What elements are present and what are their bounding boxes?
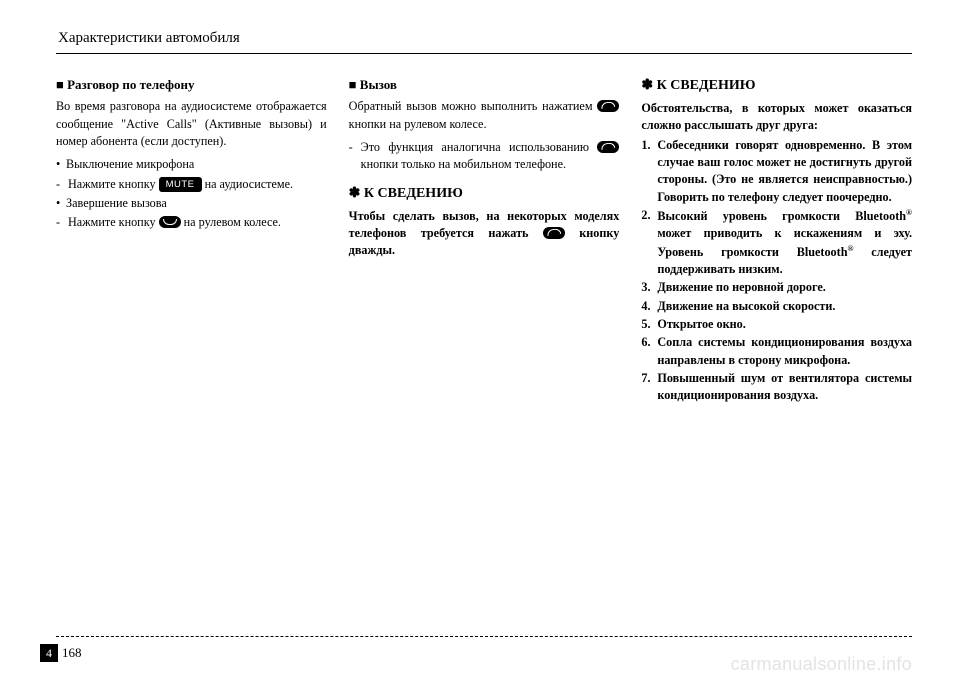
page-number-value: 168 bbox=[62, 645, 82, 660]
call-phone-icon bbox=[597, 100, 619, 112]
dash-text: Это функция аналогична использованию кно… bbox=[361, 139, 620, 174]
item-text: Высокий уровень громкости Bluetooth® мож… bbox=[657, 207, 912, 278]
col1-intro: Во время разговора на аудиосистеме отобр… bbox=[56, 98, 327, 150]
item-number: 2. bbox=[641, 207, 657, 278]
item-number: 3. bbox=[641, 279, 657, 296]
column-2: ■ Вызов Обратный вызов можно выполнить н… bbox=[349, 76, 620, 406]
chapter-number: 4 bbox=[40, 644, 58, 662]
col1-subhead: ■ Разговор по телефону bbox=[56, 76, 327, 94]
dash-text: Нажмите кнопку на рулевом колесе. bbox=[68, 214, 327, 231]
item-text: Сопла системы кондиционирования воздуха … bbox=[657, 334, 912, 369]
bullet-dot: • bbox=[56, 156, 66, 173]
col3-item-1: 1. Собеседники говорят одновременно. В э… bbox=[641, 137, 912, 206]
item-text: Открытое окно. bbox=[657, 316, 912, 333]
col2-subhead: ■ Вызов bbox=[349, 76, 620, 94]
bullet-dot: • bbox=[56, 195, 66, 212]
item-number: 1. bbox=[641, 137, 657, 206]
call-phone-icon bbox=[543, 227, 565, 239]
dash-mark: - bbox=[56, 214, 68, 231]
text-before: Обратный вызов можно выполнить нажатием bbox=[349, 99, 598, 113]
item-text: Движение по неровной дороге. bbox=[657, 279, 912, 296]
col2-note-head: ✽ К СВЕДЕНИЮ bbox=[349, 184, 620, 204]
item-text: Повышенный шум от вентилятора системы ко… bbox=[657, 370, 912, 405]
col1-dash-2: - Нажмите кнопку на рулевом колесе. bbox=[56, 214, 327, 231]
bullet-text: Выключение микрофона bbox=[66, 156, 327, 173]
call-phone-icon bbox=[597, 141, 619, 153]
col2-dash: - Это функция аналогична использованию к… bbox=[349, 139, 620, 174]
text-after: кнопки только на мобильном телефоне. bbox=[361, 157, 566, 171]
item-text: Движение на высокой скорости. bbox=[657, 298, 912, 315]
dash-mark: - bbox=[56, 176, 68, 193]
item-number: 6. bbox=[641, 334, 657, 369]
item-number: 7. bbox=[641, 370, 657, 405]
col2-intro: Обратный вызов можно выполнить нажатием … bbox=[349, 98, 620, 133]
text-after: кнопки на рулевом колесе. bbox=[349, 117, 487, 131]
text-after: на рулевом колесе. bbox=[184, 215, 281, 229]
bullet-text: Завершение вызова bbox=[66, 195, 327, 212]
dash-mark: - bbox=[349, 139, 361, 174]
mute-button-icon: MUTE bbox=[159, 177, 202, 192]
col3-item-2: 2. Высокий уровень громкости Bluetooth® … bbox=[641, 207, 912, 278]
dash-text: Нажмите кнопку MUTE на аудиосистеме. bbox=[68, 176, 327, 193]
watermark: carmanualsonline.info bbox=[731, 654, 912, 675]
column-3: ✽ К СВЕДЕНИЮ Обстоятельства, в которых м… bbox=[641, 76, 912, 406]
hangup-phone-icon bbox=[159, 216, 181, 228]
col3-item-7: 7. Повышенный шум от вентилятора системы… bbox=[641, 370, 912, 405]
col1-bullet-2: • Завершение вызова bbox=[56, 195, 327, 212]
col3-item-5: 5. Открытое окно. bbox=[641, 316, 912, 333]
header-rule bbox=[56, 53, 912, 54]
page-number: 4 168 bbox=[40, 645, 82, 661]
item-text: Собеседники говорят одновременно. В этом… bbox=[657, 137, 912, 206]
text-before: Это функция аналогична использованию bbox=[361, 140, 598, 154]
col3-note-head: ✽ К СВЕДЕНИЮ bbox=[641, 76, 912, 96]
column-1: ■ Разговор по телефону Во время разговор… bbox=[56, 76, 327, 406]
col3-item-3: 3. Движение по неровной дороге. bbox=[641, 279, 912, 296]
running-header: Характеристики автомобиля bbox=[56, 30, 912, 47]
content-columns: ■ Разговор по телефону Во время разговор… bbox=[56, 76, 912, 406]
col3-item-4: 4. Движение на высокой скорости. bbox=[641, 298, 912, 315]
col3-item-6: 6. Сопла системы кондиционирования возду… bbox=[641, 334, 912, 369]
footer-rule bbox=[56, 636, 912, 637]
col1-bullet-1: • Выключение микрофона bbox=[56, 156, 327, 173]
text-before: Нажмите кнопку bbox=[68, 215, 159, 229]
item-number: 5. bbox=[641, 316, 657, 333]
col2-note-body: Чтобы сделать вызов, на некоторых моделя… bbox=[349, 208, 620, 260]
col3-lead: Обстоятельства, в которых может оказатьс… bbox=[641, 100, 912, 135]
page: Характеристики автомобиля ■ Разговор по … bbox=[0, 0, 960, 689]
col1-dash-1: - Нажмите кнопку MUTE на аудиосистеме. bbox=[56, 176, 327, 193]
item-number: 4. bbox=[641, 298, 657, 315]
text-after: на аудиосистеме. bbox=[205, 177, 293, 191]
text-before: Нажмите кнопку bbox=[68, 177, 159, 191]
